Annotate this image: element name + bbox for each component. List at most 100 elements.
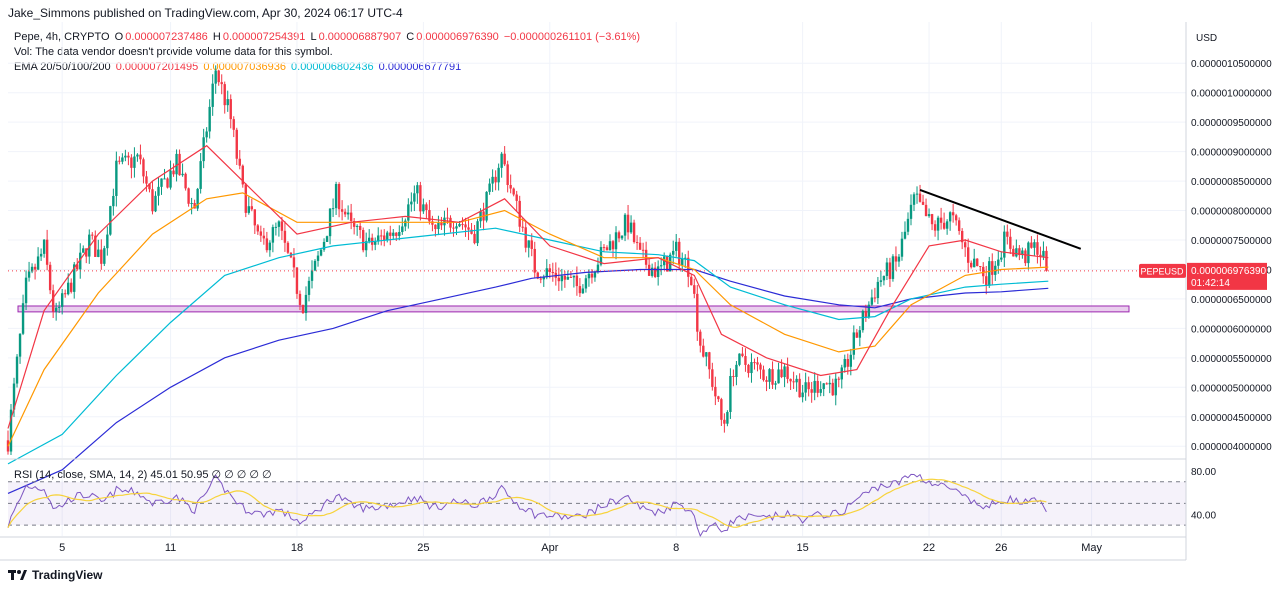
candle-body — [927, 214, 931, 217]
footer-logo[interactable]: TradingView — [8, 568, 102, 582]
candle-body — [235, 129, 238, 159]
time-tick-label: Apr — [541, 542, 558, 554]
candle-body — [21, 303, 25, 334]
currency-label[interactable]: USD — [1196, 33, 1218, 44]
candle-body — [521, 226, 524, 228]
candle-body — [91, 234, 94, 236]
candle-body — [593, 271, 597, 278]
candle-body — [229, 99, 232, 120]
candle-body — [1009, 236, 1012, 249]
candle-body — [1015, 248, 1018, 257]
candle-body — [515, 194, 518, 201]
candle-body — [735, 364, 738, 377]
candle-body — [602, 247, 606, 249]
candle-body — [404, 220, 407, 227]
candle-body — [268, 242, 272, 251]
candle-body — [27, 271, 31, 278]
candle-body — [924, 204, 928, 217]
candle-body — [130, 157, 133, 168]
candle-body — [684, 257, 687, 259]
candle-body — [497, 167, 500, 183]
price-axis: 0.0000010500000 0.0000010000000 0.00000095… — [1191, 59, 1272, 521]
candle-body — [575, 275, 579, 287]
candle-body — [286, 242, 290, 253]
candle-body — [1003, 231, 1006, 258]
candle-body — [60, 293, 64, 307]
price-tick-label: 0.0000006000000 — [1191, 324, 1272, 335]
candle-body — [623, 214, 627, 236]
price-tag-value: 0.000006976390 — [1191, 266, 1267, 277]
candle-body — [982, 266, 985, 277]
footer-logo-text: TradingView — [32, 568, 103, 582]
candle-body — [106, 234, 109, 249]
candle-body — [214, 70, 217, 84]
candle-body — [801, 392, 804, 398]
candle-body — [304, 294, 308, 314]
candle-body — [753, 362, 756, 364]
candle-body — [413, 193, 416, 202]
candle-body — [533, 248, 536, 273]
candle-body — [94, 235, 97, 257]
candle-body — [79, 252, 82, 270]
candle-body — [819, 389, 822, 393]
time-tick-label: 22 — [923, 542, 935, 554]
candle-body — [76, 264, 79, 270]
candle-body — [476, 221, 479, 244]
symbol-tag-label: PEPEUSD — [1140, 266, 1184, 276]
candle-body — [611, 241, 615, 250]
candle-body — [118, 160, 121, 162]
candle-body — [750, 362, 753, 374]
price-tick-label: 0.0000009000000 — [1191, 148, 1272, 159]
candle-body — [67, 282, 70, 295]
candle-body — [410, 201, 413, 205]
open-label: O — [114, 31, 124, 43]
candle-body — [124, 155, 127, 158]
candle-body — [319, 249, 323, 256]
candle-body — [202, 137, 205, 162]
candles — [6, 65, 1048, 456]
candle-body — [720, 399, 723, 420]
candle-body — [656, 266, 660, 277]
time-tick-label: 26 — [995, 542, 1007, 554]
time-tick-label: 25 — [417, 542, 429, 554]
candle-body — [705, 352, 708, 357]
candle-body — [930, 214, 934, 225]
candle-body — [187, 188, 190, 204]
candle-body — [331, 208, 335, 210]
rsi-band — [8, 481, 1186, 526]
candle-body — [524, 227, 527, 248]
candle-body — [470, 229, 473, 234]
candle-body — [325, 236, 329, 242]
ema50-value: 0.000007036936 — [203, 61, 286, 73]
candle-body — [1042, 250, 1045, 257]
candle-body — [45, 239, 49, 265]
candle-body — [33, 266, 37, 270]
ema100-value: 0.000006802436 — [291, 61, 374, 73]
candle-body — [178, 153, 181, 176]
low-value: 0.000006887907 — [318, 31, 402, 43]
candle-body — [960, 230, 964, 243]
candle-body — [915, 193, 919, 195]
candle-body — [464, 224, 467, 228]
candle-body — [816, 380, 819, 393]
candle-body — [988, 261, 991, 286]
candle-body — [368, 237, 371, 242]
candle-body — [626, 214, 630, 233]
candle-body — [54, 307, 58, 312]
candle-body — [551, 272, 555, 274]
candle-body — [542, 277, 545, 280]
candle-body — [539, 278, 542, 280]
price-tag-bg — [1187, 262, 1267, 290]
candle-body — [416, 185, 419, 194]
candle-body — [217, 70, 220, 83]
candle-body — [151, 189, 154, 212]
candle-body — [358, 225, 362, 230]
candle-body — [316, 255, 320, 261]
candle-body — [115, 160, 118, 196]
candle-body — [97, 249, 100, 257]
candle-body — [1036, 242, 1039, 255]
candle-body — [169, 170, 172, 188]
candle-body — [262, 235, 266, 239]
candle-body — [446, 217, 449, 219]
